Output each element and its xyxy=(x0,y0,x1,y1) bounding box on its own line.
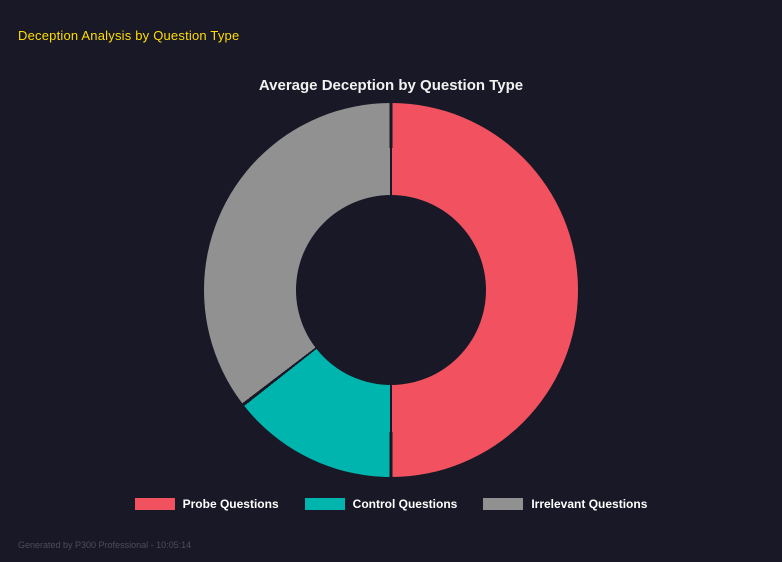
legend-item-control[interactable]: Control Questions xyxy=(304,497,458,511)
legend-label-irrelevant: Irrelevant Questions xyxy=(531,497,648,511)
donut-chart xyxy=(204,103,578,477)
legend-item-irrelevant[interactable]: Irrelevant Questions xyxy=(483,497,647,511)
chart-container xyxy=(204,103,578,477)
footer-note: Generated by P300 Professional - 10:05:1… xyxy=(18,540,192,550)
legend-label-probe: Probe Questions xyxy=(182,497,279,511)
chart-title: Average Deception by Question Type xyxy=(258,77,524,94)
probe-swatch xyxy=(134,498,175,510)
page-title: Deception Analysis by Question Type xyxy=(18,28,240,43)
legend-label-control: Control Questions xyxy=(352,497,458,511)
control-swatch xyxy=(304,498,345,510)
irrelevant-swatch xyxy=(483,498,524,510)
legend-item-probe[interactable]: Probe Questions xyxy=(134,497,279,511)
chart-legend: Probe Questions Control Questions Irrele… xyxy=(0,497,782,511)
